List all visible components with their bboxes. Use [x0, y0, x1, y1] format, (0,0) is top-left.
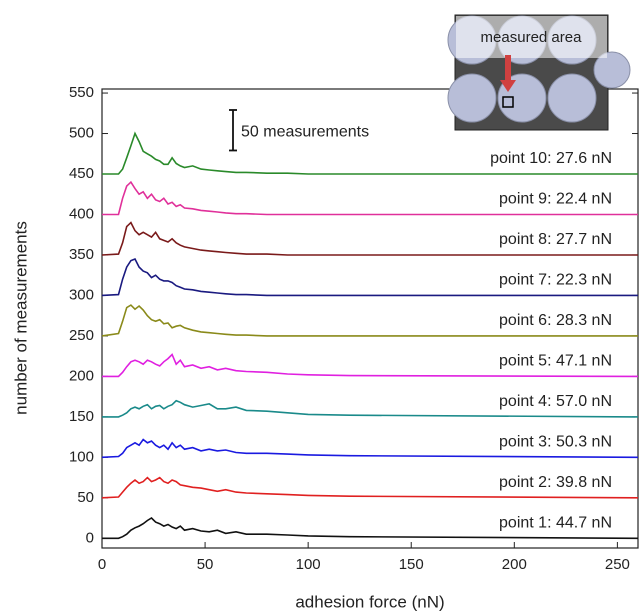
series-label: point 2: 39.8 nN [499, 474, 612, 491]
series-line [101, 257, 638, 297]
series-line [102, 353, 639, 378]
y-tick-label: 450 [69, 165, 94, 182]
inset-arrow [505, 55, 511, 83]
x-tick-label: 0 [98, 556, 106, 573]
series-line [102, 516, 639, 540]
series-label: point 8: 27.7 nN [499, 231, 612, 248]
series-line [102, 399, 639, 418]
x-tick-label: 250 [605, 556, 630, 573]
y-tick-label: 150 [69, 408, 94, 425]
x-tick-label: 100 [296, 556, 321, 573]
series-line [101, 221, 638, 256]
series-label: point 9: 22.4 nN [499, 191, 612, 208]
series-line [102, 180, 638, 216]
y-tick-label: 250 [69, 327, 94, 344]
x-axis-label: adhesion force (nN) [295, 592, 444, 611]
series-line [102, 131, 638, 175]
scale-bar-label: 50 measurements [241, 123, 369, 140]
y-tick-label: 400 [69, 205, 94, 222]
y-tick-label: 200 [69, 367, 94, 384]
series-label: point 10: 27.6 nN [490, 150, 612, 167]
series-label: point 7: 22.3 nN [499, 272, 612, 289]
y-axis-label: number of measurements [11, 221, 30, 415]
inset-diagram: measured area [447, 14, 631, 131]
plot-frame [101, 88, 639, 549]
x-tick-label: 50 [197, 556, 214, 573]
inset-band [456, 16, 607, 58]
y-tick-label: 100 [69, 448, 94, 465]
y-tick-label: 550 [69, 84, 94, 101]
y-tick-label: 0 [86, 529, 94, 546]
x-tick-label: 200 [502, 556, 527, 573]
series-label: point 4: 57.0 nN [499, 393, 612, 410]
y-tick-label: 500 [69, 124, 94, 141]
inset-marker [502, 96, 514, 108]
series-label: point 6: 28.3 nN [499, 312, 612, 329]
series-line [101, 304, 638, 337]
y-tick-label: 300 [69, 286, 94, 303]
y-tick-label: 50 [77, 489, 94, 506]
x-tick-label: 150 [399, 556, 424, 573]
series-label: point 1: 44.7 nN [499, 515, 612, 532]
inset-label: measured area [481, 29, 583, 46]
inset-arrowhead [500, 80, 516, 92]
series-line [101, 438, 639, 459]
series-label: point 3: 50.3 nN [499, 434, 612, 451]
series-label: point 5: 47.1 nN [499, 353, 612, 370]
series-line [101, 476, 639, 499]
y-tick-label: 350 [69, 246, 94, 263]
